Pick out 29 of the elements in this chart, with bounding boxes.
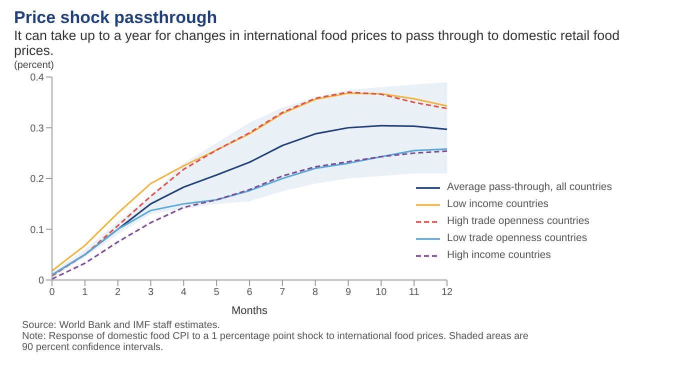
y-tick-label: 0 xyxy=(38,276,44,287)
x-tick-label: 3 xyxy=(148,287,154,298)
legend-label: High trade openness countries xyxy=(447,214,590,229)
x-axis-title: Months xyxy=(231,305,268,317)
x-tick-label: 12 xyxy=(441,287,453,298)
y-axis-title: (percent) xyxy=(14,60,56,71)
source-note: Source: World Bank and IMF staff estimates. xyxy=(22,320,222,331)
y-tick-label: 0.2 xyxy=(30,174,44,186)
x-tick-label: 10 xyxy=(376,287,388,298)
x-tick-label: 9 xyxy=(345,287,352,298)
legend-label: Low income countries xyxy=(447,197,549,212)
x-tick-label: 7 xyxy=(280,287,286,298)
y-tick-label: 0.4 xyxy=(30,72,44,84)
x-tick-label: 11 xyxy=(408,287,420,298)
chart-title: Price shock passthrough xyxy=(14,8,218,28)
y-tick-label: 0.3 xyxy=(30,123,44,134)
legend-label: Average pass-through, all countries xyxy=(447,180,612,195)
x-tick-label: 4 xyxy=(180,287,187,298)
text: Note: Response of domestic food CPI to a 1 percentage point shock to international food prices. Shaded areas are 90 percent confidence intervals. xyxy=(22,331,530,353)
x-tick-label: 2 xyxy=(115,287,122,298)
y-tick-label: 0.1 xyxy=(30,224,44,236)
legend-label: Low trade openness countries xyxy=(447,231,588,246)
x-tick-label: 0 xyxy=(49,287,56,298)
x-tick-label: 8 xyxy=(312,287,319,298)
x-tick-label: 1 xyxy=(82,287,88,298)
x-tick-label: 6 xyxy=(246,287,253,298)
chart-subtitle: It can take up to a year for changes in international food prices to pass through to domestic retail food prices. xyxy=(14,28,621,58)
x-tick-label: 5 xyxy=(214,287,220,298)
legend-label: High income countries xyxy=(447,248,551,263)
